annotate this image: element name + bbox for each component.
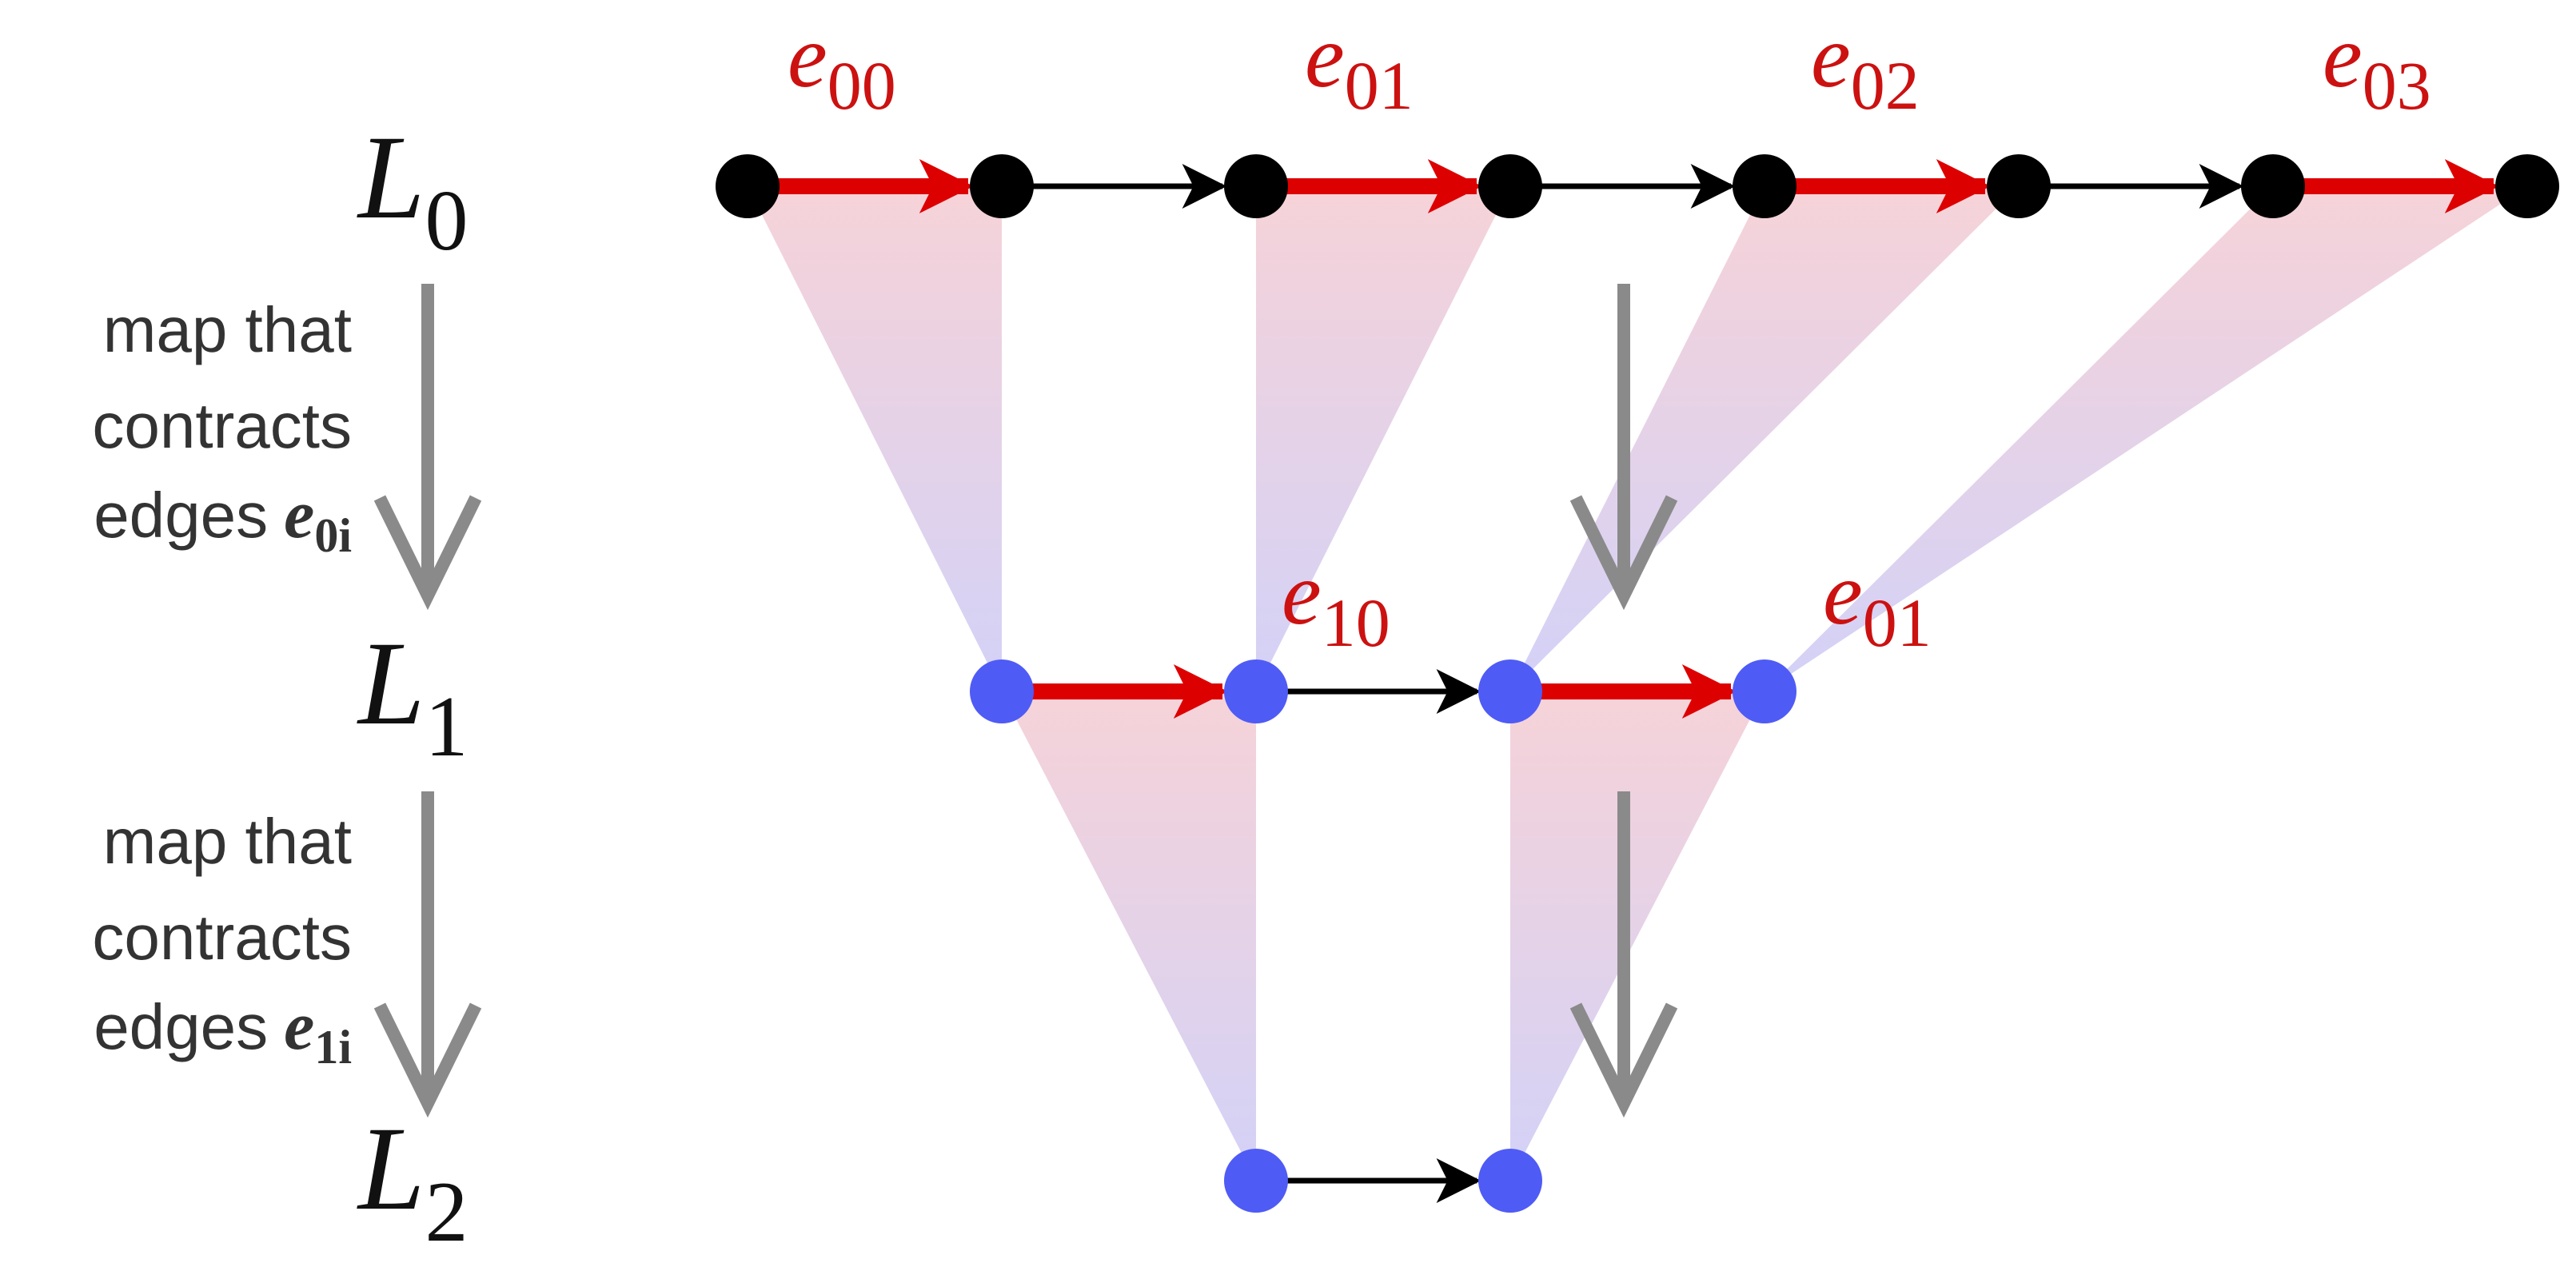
map-arrow-head — [1569, 495, 1678, 611]
map-arrow-head — [1569, 1002, 1678, 1118]
map-caption-math-sub: 1i — [314, 1021, 352, 1074]
contraction-fan — [1510, 691, 1765, 1181]
map-caption-line: edges e0i — [94, 476, 352, 562]
graph-node — [2241, 154, 2305, 218]
edge-label-e10: e10 — [1282, 544, 1390, 661]
graph-node — [716, 154, 780, 218]
map-caption-math-sub: 0i — [314, 509, 352, 562]
graph-node — [1733, 659, 1796, 723]
edge-label-e00: e00 — [788, 7, 896, 124]
graph-node — [1478, 659, 1542, 723]
graph-node — [1224, 659, 1288, 723]
graph-node — [1478, 1149, 1542, 1213]
map-caption-line: map that — [103, 806, 352, 877]
contraction-fans — [748, 186, 2527, 1181]
graph-node — [1224, 154, 1288, 218]
contraction-fan — [1002, 691, 1256, 1181]
edge-label-e01-level1: e01 — [1823, 544, 1932, 661]
map-caption-line: map that — [103, 294, 352, 365]
edge-label-e01: e01 — [1305, 7, 1414, 124]
graph-node — [970, 659, 1034, 723]
graph-nodes — [716, 154, 2559, 1213]
level-label-L1: L1 — [357, 617, 468, 775]
map-caption-line: contracts — [92, 902, 352, 973]
contraction-fan — [1256, 186, 1510, 691]
level-label-L0: L0 — [357, 111, 468, 269]
map-arrow-head — [373, 1002, 482, 1118]
edge-label-e03: e03 — [2323, 7, 2431, 124]
map-arrows — [373, 284, 1678, 1118]
map-caption-word: edges — [94, 991, 268, 1062]
map-caption-1: map that contracts edges e1i — [92, 806, 352, 1074]
map-caption-word: edges — [94, 480, 268, 551]
map-caption-math: e — [284, 987, 314, 1064]
map-caption-0: map that contracts edges e0i — [92, 294, 352, 562]
graph-node — [1224, 1149, 1288, 1213]
map-caption-line: contracts — [92, 390, 352, 461]
graph-node — [1733, 154, 1796, 218]
level-label-L2: L2 — [357, 1102, 468, 1260]
map-caption-line: edges e1i — [94, 987, 352, 1074]
map-arrow-head — [373, 495, 482, 611]
graph-node — [1987, 154, 2051, 218]
contraction-fan — [1510, 186, 2019, 691]
edge-label-e02: e02 — [1811, 7, 1920, 124]
contraction-fan — [1765, 186, 2527, 691]
graph-node — [1478, 154, 1542, 218]
map-caption-math: e — [284, 476, 314, 552]
graph-edges — [776, 158, 2499, 1203]
graph-node — [2495, 154, 2559, 218]
contraction-fan — [748, 186, 1002, 691]
graph-node — [970, 154, 1034, 218]
